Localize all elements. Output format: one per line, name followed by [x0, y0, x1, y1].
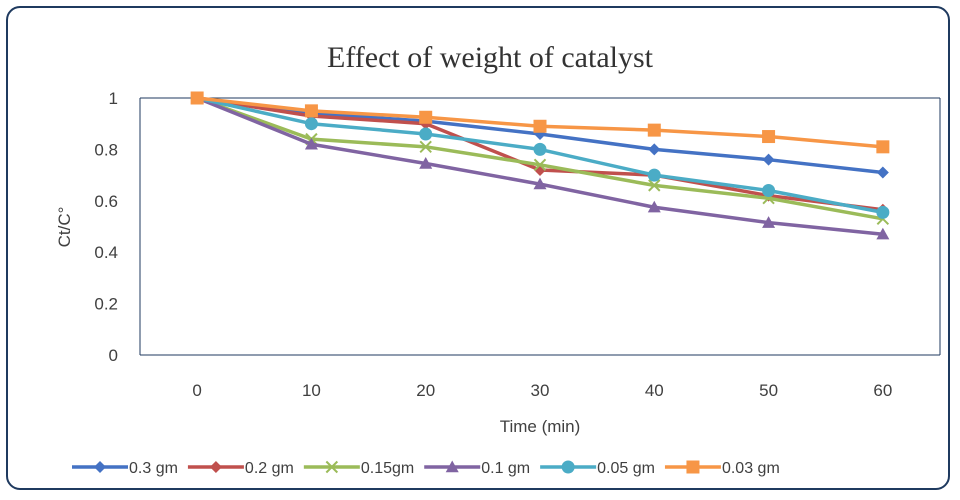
data-point [561, 460, 575, 474]
x-tick-label: 30 [531, 381, 550, 400]
data-point [648, 143, 661, 156]
y-tick-label: 0.6 [94, 192, 118, 211]
data-point [648, 179, 661, 192]
data-point [533, 119, 547, 133]
data-point [686, 460, 700, 474]
data-point [304, 104, 318, 118]
y-tick-label: 0.4 [94, 243, 118, 262]
x-axis-label: Time (min) [500, 417, 581, 436]
data-point [876, 140, 890, 154]
data-point [325, 460, 339, 474]
series-line [196, 96, 884, 221]
series-0_05-gm [190, 91, 890, 219]
legend-entry: 0.2 gm [187, 460, 294, 477]
data-point [533, 177, 547, 190]
x-tick-label: 0 [192, 381, 201, 400]
data-point [876, 205, 890, 219]
data-point [762, 184, 776, 198]
data-point [762, 216, 776, 228]
legend-entry: 0.05 gm [540, 460, 655, 477]
x-tick-label: 60 [873, 381, 892, 400]
data-point [94, 461, 106, 473]
y-tick-label: 0.2 [94, 295, 118, 314]
data-point [762, 153, 775, 166]
data-point [762, 130, 776, 144]
x-tick-label: 20 [416, 381, 435, 400]
x-tick-label: 10 [302, 381, 321, 400]
data-point [876, 227, 890, 240]
data-point [876, 166, 889, 179]
data-point [304, 117, 318, 131]
data-point [647, 168, 661, 182]
y-tick-label: 1 [109, 89, 118, 108]
legend-label: 0.15gm [361, 460, 414, 477]
legend-label: 0.03 gm [722, 460, 780, 477]
x-tick-label: 40 [645, 381, 664, 400]
data-point [533, 142, 547, 156]
legend-entry: 0.3 gm [72, 460, 178, 477]
data-point [445, 460, 459, 473]
data-point [647, 200, 661, 213]
data-point [533, 158, 547, 172]
data-point [419, 110, 433, 124]
legend-label: 0.05 gm [597, 460, 655, 477]
chart-frame [6, 6, 950, 490]
legend-entry: 0.1 gm [424, 460, 530, 477]
legend-entry: 0.03 gm [664, 460, 780, 477]
x-tick-label: 50 [759, 381, 778, 400]
chart-title: Effect of weight of catalyst [327, 41, 654, 74]
legend-label: 0.3 gm [129, 460, 178, 477]
y-axis-label: Ct/C° [55, 207, 74, 248]
data-point [647, 123, 661, 137]
data-point [190, 91, 204, 105]
data-point [419, 127, 433, 141]
data-point [209, 461, 222, 473]
series-0_03-gm [190, 91, 890, 154]
legend-label: 0.2 gm [245, 460, 294, 477]
data-point [304, 137, 318, 150]
legend-entry: 0.15gm [303, 460, 414, 477]
data-point [534, 127, 546, 140]
data-point [419, 157, 433, 169]
legend-label: 0.1 gm [481, 460, 530, 477]
y-tick-label: 0 [109, 346, 118, 365]
y-tick-label: 0.8 [94, 140, 118, 159]
data-point [419, 140, 432, 154]
